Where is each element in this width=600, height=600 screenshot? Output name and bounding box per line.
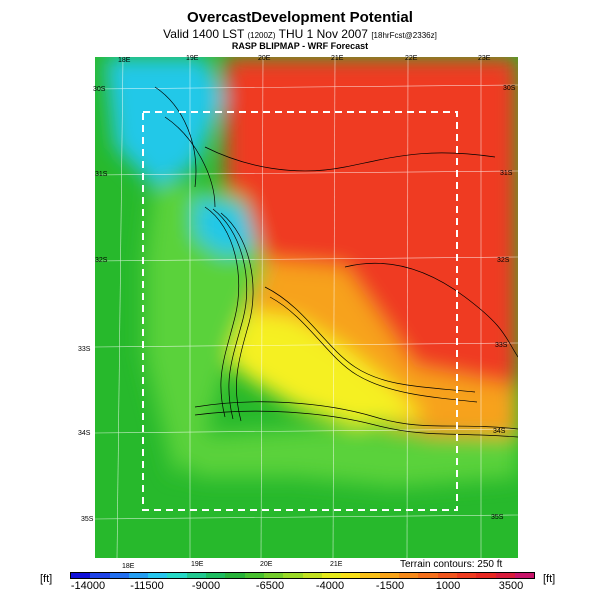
graticule-line <box>95 84 518 90</box>
colorbar-swatch <box>283 573 303 578</box>
graticule-line <box>116 57 124 558</box>
graticule-line <box>95 170 518 176</box>
lat-label: 34S <box>78 430 91 437</box>
graticule-line <box>406 57 409 558</box>
lat-label: 33S <box>78 346 91 353</box>
colorbar-swatch <box>186 573 207 578</box>
lon-label: 19E <box>186 55 199 62</box>
lat-label: 32S <box>95 257 108 264</box>
colorbar-swatch <box>341 573 361 578</box>
lon-label: 23E <box>478 55 491 62</box>
lat-label: 34S <box>493 428 506 435</box>
graticule-line <box>332 57 336 558</box>
lat-label: 30S <box>93 86 106 93</box>
colorbar-swatch <box>90 573 110 578</box>
shaded-field <box>95 57 518 558</box>
colorbar-swatch <box>109 573 129 578</box>
lat-label: 31S <box>500 170 513 177</box>
graticule-line <box>95 342 518 348</box>
terrain-contour-note: Terrain contours: 250 ft <box>400 559 503 570</box>
colorbar-swatch <box>302 573 322 578</box>
colorbar-swatch <box>128 573 149 578</box>
lon-label: 19E <box>191 561 204 568</box>
lat-label: 30S <box>503 85 516 92</box>
lon-label: 21E <box>331 55 344 62</box>
valid-code: (1200Z) <box>247 31 276 40</box>
colorbar-tick: -1500 <box>375 580 405 592</box>
forecast-map <box>95 57 518 558</box>
terrain-contours <box>154 86 518 438</box>
map-subtitle: RASP BLIPMAP - WRF Forecast <box>231 41 369 51</box>
lon-label: 20E <box>260 561 273 568</box>
colorbar-swatch <box>360 573 380 578</box>
colorbar-tick: -6500 <box>255 580 285 592</box>
colorbar-swatch <box>456 573 477 578</box>
map-title: OvercastDevelopment Potential <box>187 9 413 26</box>
lat-label: 33S <box>495 342 508 349</box>
forecast-tag: [18hrFcst@2336z] <box>371 31 437 40</box>
lon-label: 20E <box>258 55 271 62</box>
colorbar-swatch <box>225 573 245 578</box>
colorbar-tick: 3500 <box>498 580 524 592</box>
colorbar-swatch <box>244 573 264 578</box>
colorbar-swatch <box>514 573 535 578</box>
colorbar-swatch <box>206 573 226 578</box>
colorbar-swatch <box>399 573 419 578</box>
colorbar-swatch <box>148 573 168 578</box>
lat-label: 32S <box>497 257 510 264</box>
colorbar-swatch <box>71 573 91 578</box>
colorbar-tick: -9000 <box>191 580 221 592</box>
graticule-line <box>260 57 264 558</box>
colorbar-swatch <box>167 573 187 578</box>
colorbar-tick: -4000 <box>315 580 345 592</box>
colorbar <box>70 572 535 579</box>
valid-time-line: Valid 1400 LST (1200Z) THU 1 Nov 2007 [1… <box>0 27 600 41</box>
colorbar-tick: -14000 <box>70 580 106 592</box>
valid-prefix: Valid 1400 LST <box>163 27 245 41</box>
graticule <box>95 57 518 558</box>
colorbar-swatch <box>379 573 400 578</box>
graticule-line <box>95 428 518 434</box>
valid-date: THU 1 Nov 2007 <box>278 27 368 41</box>
graticule-line <box>95 256 518 262</box>
colorbar-swatch <box>321 573 342 578</box>
colorbar-swatch <box>476 573 496 578</box>
colorbar-swatch <box>263 573 284 578</box>
lon-label: 18E <box>118 57 131 64</box>
lat-label: 31S <box>95 171 108 178</box>
lat-label: 35S <box>81 516 94 523</box>
lon-label: 22E <box>405 55 418 62</box>
lon-label: 21E <box>330 561 343 568</box>
colorbar-swatch <box>418 573 438 578</box>
lon-label: 18E <box>122 563 135 570</box>
legend-unit-right: [ft] <box>543 573 556 585</box>
graticule-line <box>95 514 518 520</box>
legend-unit-left: [ft] <box>40 573 53 585</box>
domain-box <box>142 111 458 511</box>
lat-label: 35S <box>491 514 504 521</box>
colorbar-tick: -11500 <box>130 580 164 592</box>
colorbar-swatch <box>495 573 515 578</box>
colorbar-swatch <box>437 573 457 578</box>
colorbar-tick: 1000 <box>435 580 461 592</box>
